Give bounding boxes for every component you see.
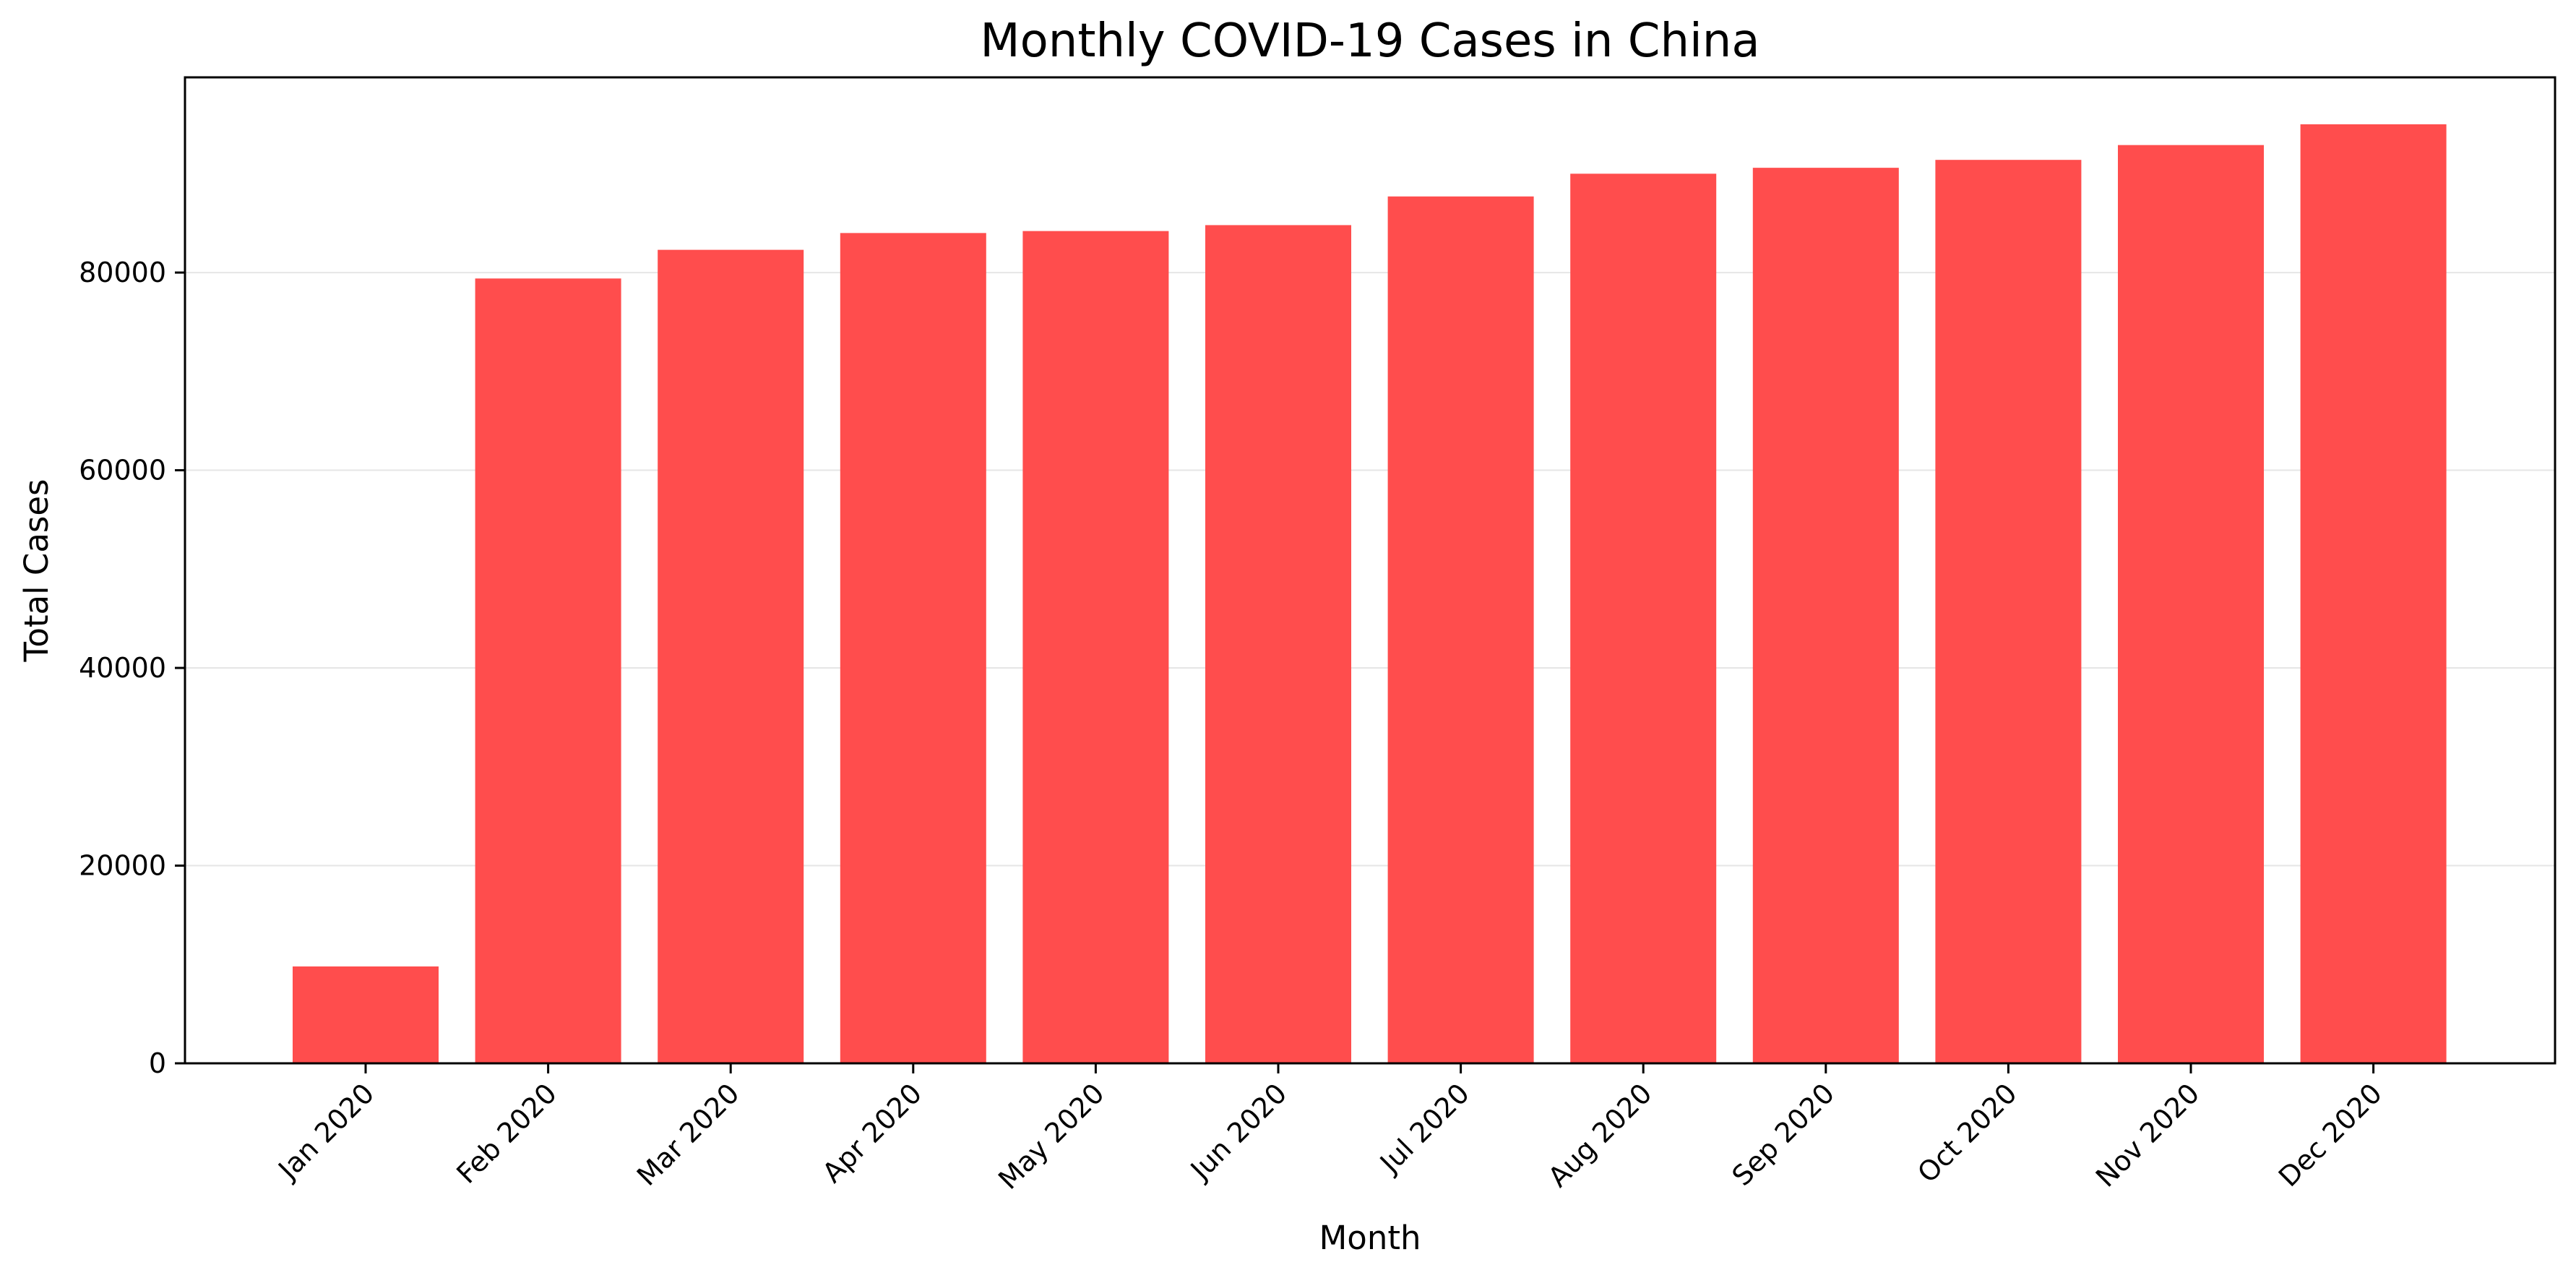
x-tick-label: Dec 2020 [2273, 1077, 2388, 1193]
bar [1570, 173, 1717, 1064]
x-tick-label: May 2020 [992, 1077, 1111, 1196]
y-tick-label: 80000 [79, 257, 166, 288]
x-tick-label: Feb 2020 [450, 1077, 563, 1190]
y-axis-ticks: 0 20000 40000 60000 80000 [79, 257, 185, 1079]
x-tick-label: Jul 2020 [1373, 1077, 1476, 1180]
x-axis-label: Month [1319, 1219, 1421, 1257]
x-tick-label: Mar 2020 [631, 1077, 746, 1192]
bar [1205, 225, 1351, 1063]
x-tick-label: Jan 2020 [271, 1077, 380, 1186]
y-axis-label: Total Cases [17, 479, 56, 663]
bar [293, 966, 439, 1063]
bar [840, 233, 986, 1063]
x-axis-ticks: Jan 2020 Feb 2020 Mar 2020 Apr 2020 May 2020… [271, 1063, 2388, 1196]
y-tick-label: 40000 [79, 652, 166, 684]
bar [1387, 196, 1534, 1063]
plot-frame [184, 76, 2556, 1065]
bar [658, 249, 804, 1064]
x-tick-label: Oct 2020 [1911, 1077, 2023, 1189]
x-tick-label: Sep 2020 [1726, 1077, 1840, 1192]
bar [475, 278, 621, 1064]
y-tick-label: 20000 [79, 850, 166, 882]
y-tick-label: 60000 [79, 455, 166, 486]
chart-title: Monthly COVID-19 Cases in China [980, 14, 1759, 68]
bar [2118, 145, 2264, 1063]
bars [293, 124, 2447, 1064]
x-tick-label: Aug 2020 [1542, 1077, 1658, 1193]
x-tick-label: Jun 2020 [1184, 1077, 1293, 1186]
x-tick-label: Apr 2020 [817, 1077, 929, 1189]
bar [2300, 124, 2447, 1063]
x-tick-label: Nov 2020 [2090, 1077, 2205, 1193]
bar [1935, 160, 2082, 1063]
y-tick-label: 0 [149, 1047, 166, 1079]
bar [1022, 231, 1169, 1064]
bar [1752, 168, 1899, 1064]
